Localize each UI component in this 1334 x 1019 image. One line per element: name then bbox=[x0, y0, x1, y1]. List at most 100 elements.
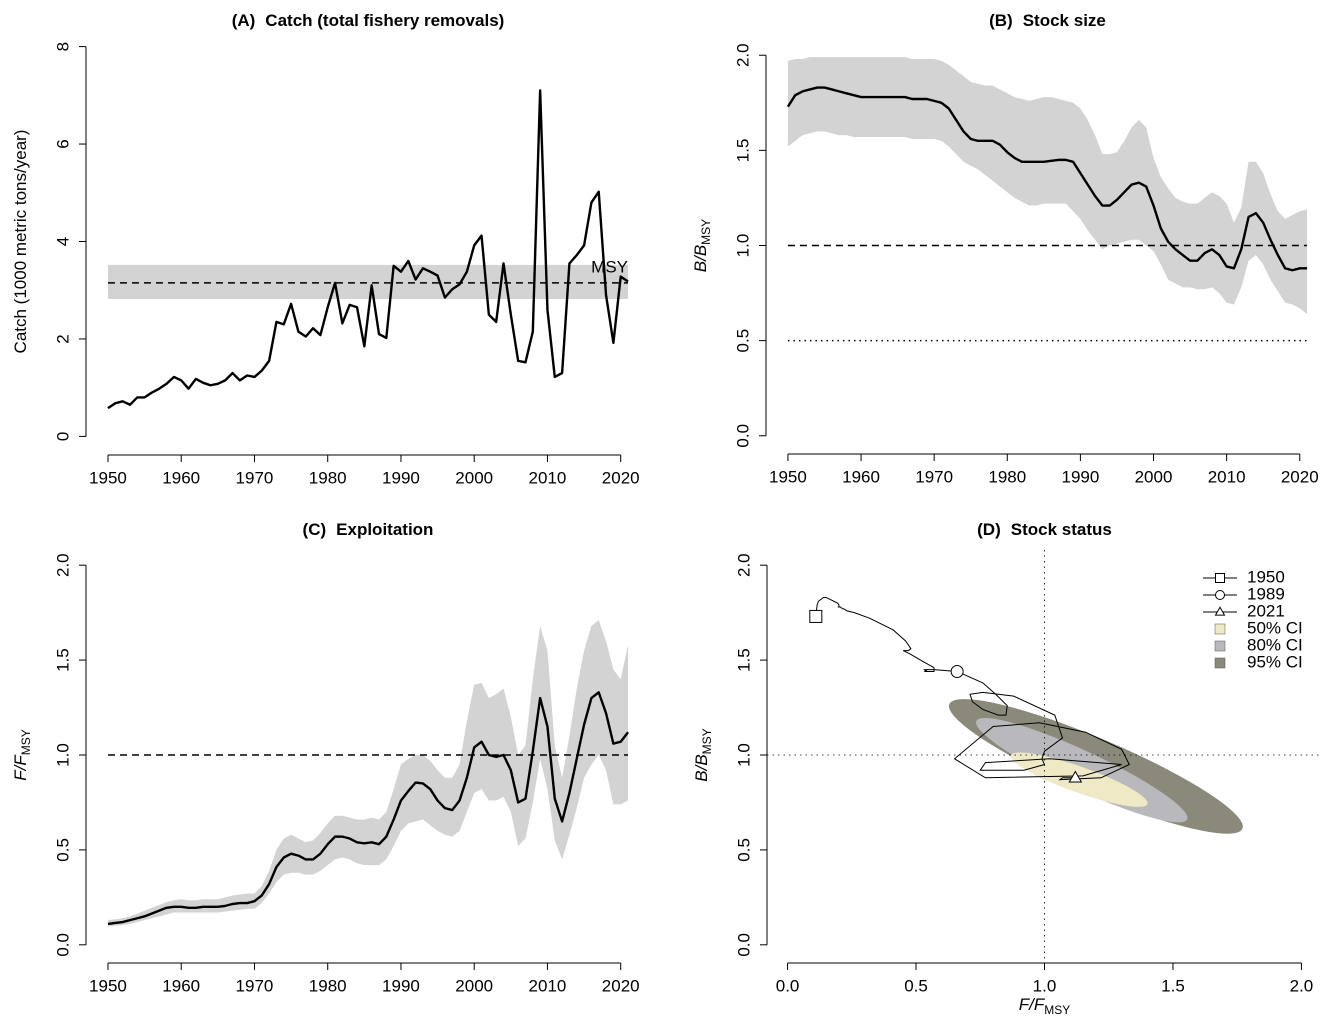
panel: (C) Exploitation 0.0 0.5 1.0 1.5 2.0 1950 1960 19… bbox=[53, 520, 639, 995]
x-tick-label: 1950 bbox=[89, 468, 127, 487]
x-tick-label: 1970 bbox=[236, 976, 274, 995]
panel-title-text: Exploitation bbox=[336, 520, 433, 539]
x-tick-label: 1.5 bbox=[1161, 976, 1185, 995]
y-tick-label: 1.0 bbox=[53, 743, 72, 767]
y-tick-label: 1.5 bbox=[53, 648, 72, 672]
legend-label: 50% CI bbox=[1247, 618, 1303, 637]
x-tick-label: 2010 bbox=[529, 976, 567, 995]
x-tick-label: 1980 bbox=[988, 467, 1026, 486]
panel: (D) Stock status 0.0 0.5 1.0 1.5 2.0 0.0 0.5 1.0 1… bbox=[734, 520, 1322, 995]
x-tick-label: 2010 bbox=[529, 468, 567, 487]
legend-swatch bbox=[1214, 657, 1226, 669]
x-tick-label: 1960 bbox=[162, 976, 200, 995]
y-tick-label: 0.5 bbox=[734, 838, 753, 862]
panel-letter: (B) bbox=[989, 11, 1013, 30]
legend-swatch bbox=[1214, 623, 1226, 635]
panel: (B) Stock size 0.0 0.5 1.0 1.5 2.0 1950 1960 1970… bbox=[733, 11, 1318, 486]
year-marker bbox=[1068, 770, 1083, 783]
panel-title: (A) Catch (total fishery removals) bbox=[232, 11, 505, 30]
panel-title: (D) Stock status bbox=[977, 520, 1112, 539]
y-tick-label: 0.5 bbox=[53, 838, 72, 862]
y-tick-label: 1.0 bbox=[733, 234, 752, 258]
x-tick-label: 2010 bbox=[1208, 467, 1246, 486]
x-tick-label: 1990 bbox=[382, 976, 420, 995]
y-axis-title-sub: MSY bbox=[699, 219, 713, 245]
x-tick-label: 1960 bbox=[162, 468, 200, 487]
y-tick-label: 1.0 bbox=[734, 743, 753, 767]
y-axis-title: B/BMSY bbox=[691, 219, 713, 272]
x-tick-label: 1990 bbox=[382, 468, 420, 487]
y-axis-title: Catch (1000 metric tons/year) bbox=[11, 130, 30, 354]
trajectory bbox=[815, 596, 1130, 781]
panel-letter: (D) bbox=[977, 520, 1001, 539]
x-tick-label: 2.0 bbox=[1290, 976, 1314, 995]
x-tick-label: 1970 bbox=[915, 467, 953, 486]
y-tick-label: 2.0 bbox=[733, 43, 752, 67]
legend-label: 1950 bbox=[1247, 567, 1285, 586]
series-line bbox=[107, 89, 629, 410]
x-tick-label: 2000 bbox=[455, 976, 493, 995]
y-tick-label: 8 bbox=[53, 42, 72, 51]
x-tick-label: 1950 bbox=[769, 467, 807, 486]
x-tick-label: 2020 bbox=[602, 976, 640, 995]
panel: (A) Catch (total fishery removals) 0 2 4 6 8 19… bbox=[53, 11, 639, 487]
x-axis-title: F/FMSY bbox=[1019, 995, 1071, 1017]
reference-band bbox=[107, 264, 629, 299]
y-tick-label: 2 bbox=[53, 334, 72, 343]
panel-title-text: Stock status bbox=[1011, 520, 1112, 539]
y-tick-label: 2.0 bbox=[53, 553, 72, 577]
y-tick-label: 4 bbox=[53, 237, 72, 246]
y-axis-title-sub: MSY bbox=[19, 729, 33, 755]
series-line bbox=[786, 86, 1308, 272]
confidence-band bbox=[107, 620, 629, 926]
y-tick-label: 0.0 bbox=[734, 933, 753, 957]
y-axis-title: F/FMSY bbox=[11, 729, 33, 781]
x-tick-label: 2020 bbox=[602, 468, 640, 487]
x-axis-title-main: F/F bbox=[1019, 995, 1046, 1014]
y-tick-label: 0.5 bbox=[733, 329, 752, 353]
y-tick-label: 2.0 bbox=[734, 553, 753, 577]
panel-title-text: Stock size bbox=[1023, 11, 1106, 30]
year-marker bbox=[950, 664, 964, 678]
legend-swatch bbox=[1214, 640, 1226, 652]
y-tick-label: 0.0 bbox=[53, 933, 72, 957]
x-tick-label: 1960 bbox=[842, 467, 880, 486]
legend-label: 80% CI bbox=[1247, 635, 1303, 654]
legend-symbol bbox=[1215, 573, 1225, 583]
x-tick-label: 2020 bbox=[1281, 467, 1319, 486]
panel-letter: (C) bbox=[303, 520, 327, 539]
y-tick-label: 0 bbox=[53, 432, 72, 441]
x-tick-label: 1950 bbox=[89, 976, 127, 995]
series-line bbox=[107, 691, 629, 926]
x-tick-label: 2000 bbox=[455, 468, 493, 487]
x-tick-label: 0.0 bbox=[776, 976, 800, 995]
panel-title-text: Catch (total fishery removals) bbox=[265, 11, 504, 30]
x-axis-title-sub: MSY bbox=[1044, 1003, 1070, 1017]
y-tick-label: 1.5 bbox=[733, 139, 752, 163]
legend-symbol bbox=[1215, 590, 1225, 600]
panel-title: (C) Exploitation bbox=[303, 520, 434, 539]
x-tick-label: 1970 bbox=[236, 468, 274, 487]
x-tick-label: 1980 bbox=[309, 468, 347, 487]
y-axis-title-main: F/F bbox=[11, 754, 30, 781]
legend-label: 2021 bbox=[1247, 601, 1285, 620]
x-tick-label: 1980 bbox=[309, 976, 347, 995]
x-tick-label: 1990 bbox=[1061, 467, 1099, 486]
y-axis-title-sub: MSY bbox=[700, 728, 714, 754]
y-axis-title-main: Catch (1000 metric tons/year) bbox=[11, 130, 30, 354]
x-tick-label: 2000 bbox=[1135, 467, 1173, 486]
y-tick-label: 6 bbox=[53, 139, 72, 148]
legend-label: 1989 bbox=[1247, 584, 1285, 603]
panel-letter: (A) bbox=[232, 11, 256, 30]
y-tick-label: 0.0 bbox=[733, 424, 752, 448]
y-axis-title-main: B/B bbox=[692, 754, 711, 781]
legend-symbol bbox=[1214, 606, 1226, 616]
legend-label: 95% CI bbox=[1247, 652, 1303, 671]
x-tick-label: 0.5 bbox=[904, 976, 928, 995]
x-tick-label: 1.0 bbox=[1033, 976, 1057, 995]
y-tick-label: 1.5 bbox=[734, 648, 753, 672]
y-axis-title-main: B/B bbox=[691, 245, 710, 272]
y-axis-title: B/BMSY bbox=[692, 728, 714, 781]
reference-label: MSY bbox=[591, 257, 628, 276]
